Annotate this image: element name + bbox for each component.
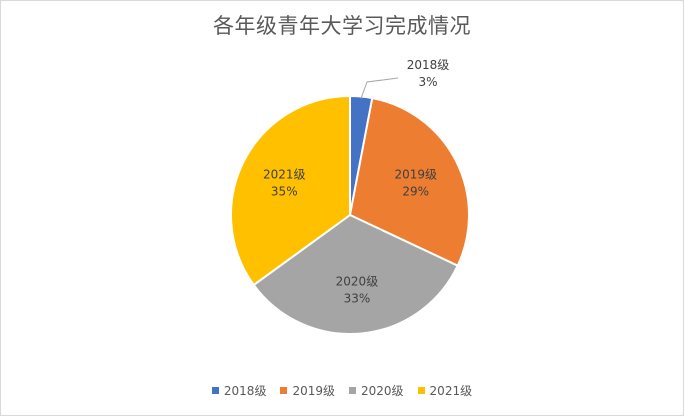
data-label-category-2019: 2019级 — [394, 168, 437, 182]
chart-title: 各年级青年大学习完成情况 — [213, 14, 471, 38]
pie-slice-2020 — [252, 213, 460, 335]
legend-label-2018: 2018级 — [223, 384, 267, 398]
data-label-percent-2020: 33% — [344, 291, 371, 305]
legend-swatch-2019 — [280, 387, 288, 394]
legend-item-2019: 2019级 — [280, 382, 335, 399]
data-label-percent-2019: 29% — [402, 185, 429, 199]
legend-swatch-2020 — [349, 387, 356, 394]
legend-item-2018: 2018级 — [211, 382, 267, 399]
legend: 2018级 2019级 2020级 2021级 — [0, 382, 684, 399]
data-label-category-2018: 2018级 — [407, 58, 450, 72]
legend-swatch-2021 — [417, 387, 425, 394]
data-label-percent-2018: 3% — [418, 75, 437, 89]
pie-slice-2021 — [230, 94, 351, 287]
data-label-category-2020: 2020级 — [336, 274, 379, 288]
data-label-percent-2021: 35% — [271, 185, 298, 199]
legend-swatch-2018 — [211, 387, 219, 394]
legend-item-2020: 2020级 — [349, 382, 404, 399]
legend-label-2019: 2019级 — [292, 384, 335, 398]
pie-slice-2019 — [348, 96, 470, 267]
legend-label-2021: 2021级 — [429, 384, 473, 398]
data-label-category-2021: 2021级 — [263, 168, 306, 182]
legend-item-2021: 2021级 — [417, 382, 473, 399]
legend-label-2020: 2020级 — [361, 384, 404, 398]
leader-line-2018 — [360, 77, 399, 99]
